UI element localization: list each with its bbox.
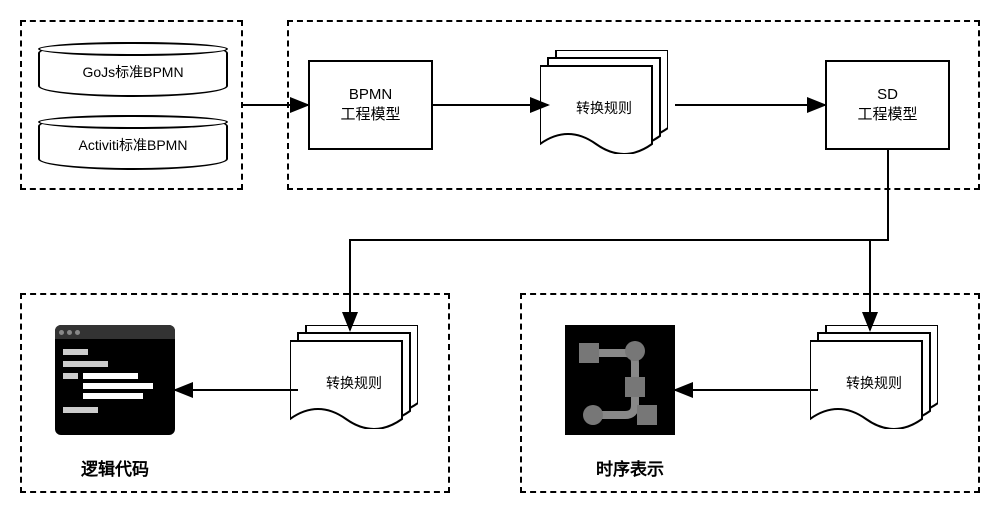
doc-br-label: 转换规则 (810, 373, 938, 393)
graph-icon (565, 325, 675, 435)
label-logic-code: 逻辑代码 (70, 455, 160, 480)
box-sd-line2: 工程模型 (857, 103, 917, 124)
doc-stack-br: 转换规则 (810, 325, 938, 429)
label-time-repr: 时序表示 (585, 455, 675, 480)
box-bpmn-line1: BPMN (340, 86, 400, 103)
box-sd-line1: SD (857, 86, 917, 103)
doc-stack-top: 转换规则 (540, 50, 668, 154)
cylinder-gojs-bpmn: GoJs标准BPMN (38, 42, 228, 97)
cylinder-gojs-label: GoJs标准BPMN (82, 62, 183, 82)
doc-bl-label: 转换规则 (290, 373, 418, 393)
cylinder-activiti-label: Activiti标准BPMN (79, 135, 188, 155)
doc-stack-bl: 转换规则 (290, 325, 418, 429)
terminal-icon (55, 325, 175, 435)
terminal-titlebar (55, 325, 175, 339)
doc-top-label: 转换规则 (540, 98, 668, 118)
graph-svg (565, 325, 675, 435)
cylinder-activiti-bpmn: Activiti标准BPMN (38, 115, 228, 170)
box-bpmn-line2: 工程模型 (340, 103, 400, 124)
box-sd-model: SD 工程模型 (825, 60, 950, 150)
box-bpmn-model: BPMN 工程模型 (308, 60, 433, 150)
